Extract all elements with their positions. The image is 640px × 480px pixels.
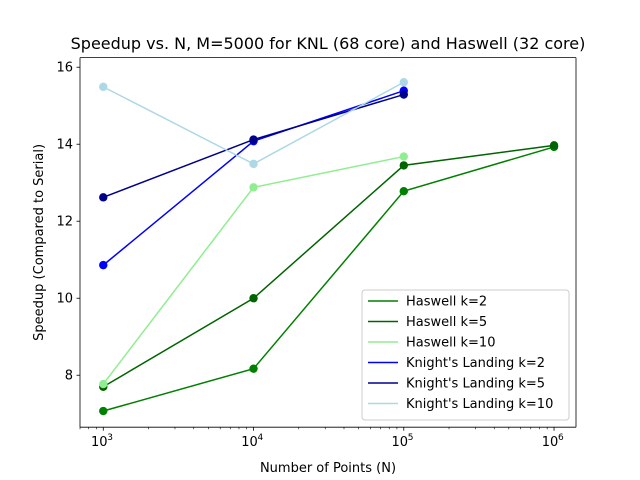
data-point bbox=[249, 135, 258, 144]
y-tick-label: 10 bbox=[56, 292, 73, 307]
data-point bbox=[249, 159, 258, 169]
data-point bbox=[99, 260, 108, 270]
legend-label: Haswell k=5 bbox=[406, 315, 487, 330]
data-point bbox=[249, 183, 258, 192]
data-point bbox=[399, 78, 408, 87]
data-point bbox=[99, 193, 108, 202]
legend-label: Haswell k=2 bbox=[406, 295, 487, 310]
x-tick-exponent: 5 bbox=[408, 433, 414, 443]
y-tick-label: 12 bbox=[56, 215, 73, 230]
x-tick-label: 10 bbox=[392, 435, 409, 450]
series-line bbox=[102, 144, 555, 388]
data-point bbox=[549, 141, 559, 150]
x-tick-label: 10 bbox=[542, 435, 559, 450]
x-axis-label: Number of Points (N) bbox=[260, 461, 396, 476]
series-line bbox=[103, 146, 555, 412]
series-5 bbox=[99, 78, 408, 169]
y-tick-label: 14 bbox=[56, 138, 73, 153]
legend-label: Knight's Landing k=2 bbox=[406, 356, 545, 371]
y-tick-label: 16 bbox=[56, 61, 73, 76]
legend-label: Knight's Landing k=10 bbox=[406, 397, 553, 412]
x-tick-label: 10 bbox=[91, 435, 108, 450]
x-tick-label: 10 bbox=[241, 435, 258, 450]
series-layer bbox=[99, 78, 559, 416]
data-point bbox=[99, 406, 108, 416]
data-point bbox=[399, 186, 408, 196]
data-point bbox=[99, 82, 108, 92]
x-tick-exponent: 4 bbox=[258, 433, 264, 443]
x-tick-exponent: 3 bbox=[107, 433, 113, 443]
x-tick-exponent: 6 bbox=[558, 433, 564, 443]
data-point bbox=[249, 294, 258, 303]
data-point bbox=[99, 379, 108, 389]
legend-label: Knight's Landing k=5 bbox=[406, 377, 545, 392]
series-2 bbox=[99, 152, 408, 389]
legend: Haswell k=2 Haswell k=5 Haswell k=10 Knight… bbox=[361, 289, 570, 421]
legend-label: Haswell k=10 bbox=[406, 336, 495, 351]
chart-title: Speedup vs. N, M=5000 for KNL (68 core) … bbox=[71, 34, 586, 53]
data-point bbox=[399, 152, 408, 161]
legend-frame bbox=[361, 289, 570, 421]
data-point bbox=[399, 90, 408, 99]
y-tick-label: 8 bbox=[65, 369, 73, 384]
axes-layer bbox=[79, 57, 577, 428]
y-axis-label: Speedup (Compared to Serial) bbox=[32, 144, 47, 341]
data-point bbox=[399, 161, 408, 170]
data-point bbox=[249, 364, 258, 373]
